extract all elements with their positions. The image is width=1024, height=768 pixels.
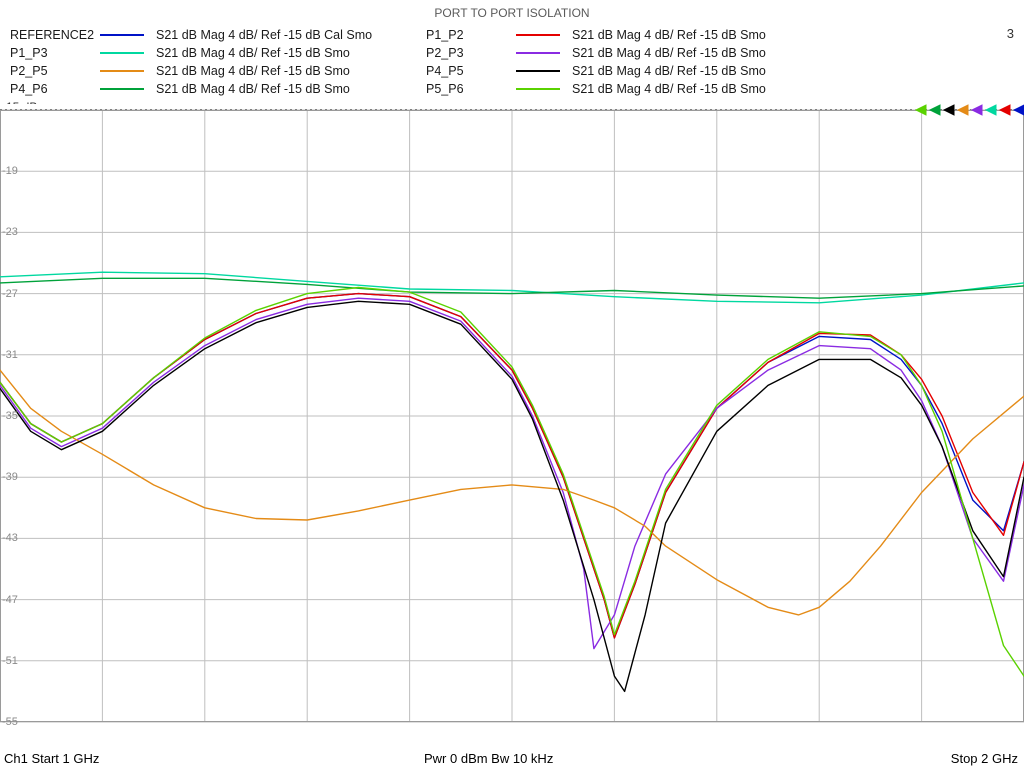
legend-trace-desc: S21 dB Mag 4 dB/ Ref -15 dB Cal Smo — [156, 28, 426, 42]
footer: Ch1 Start 1 GHz Pwr 0 dBm Bw 10 kHz Stop… — [4, 751, 1018, 766]
legend-trace-desc: S21 dB Mag 4 dB/ Ref -15 dB Smo — [572, 82, 842, 96]
legend-row: P2_P5S21 dB Mag 4 dB/ Ref -15 dB SmoP4_P… — [10, 62, 1014, 80]
footer-stop: Stop 2 GHz — [951, 751, 1018, 766]
legend-trace-name: P5_P6 — [426, 82, 516, 96]
legend-swatch — [516, 70, 572, 72]
legend-trace-name: P4_P5 — [426, 64, 516, 78]
legend-trace-name: P2_P5 — [10, 64, 100, 78]
legend-trace-desc: S21 dB Mag 4 dB/ Ref -15 dB Smo — [156, 64, 426, 78]
legend-trace-desc: S21 dB Mag 4 dB/ Ref -15 dB Smo — [156, 46, 426, 60]
trace-count: 3 — [1007, 26, 1014, 41]
legend-row: P4_P6S21 dB Mag 4 dB/ Ref -15 dB SmoP5_P… — [10, 80, 1014, 98]
legend-trace-name: P1_P2 — [426, 28, 516, 42]
vna-screenshot: { "title": "PORT TO PORT ISOLATION", "to… — [0, 0, 1024, 768]
legend-swatch — [100, 70, 156, 72]
legend-swatch — [100, 34, 156, 36]
legend-row: REFERENCE2 S21 dB Mag 4 dB/ Ref -15 dB Ca… — [10, 26, 1014, 44]
legend-swatch — [516, 88, 572, 90]
plot-area — [0, 104, 1024, 744]
legend-swatch — [100, 52, 156, 54]
legend: 3 REFERENCE2 S21 dB Mag 4 dB/ Ref -15 dB … — [10, 26, 1014, 98]
legend-swatch — [516, 52, 572, 54]
legend-swatch — [516, 34, 572, 36]
legend-trace-desc: S21 dB Mag 4 dB/ Ref -15 dB Smo — [572, 64, 842, 78]
legend-trace-desc: S21 dB Mag 4 dB/ Ref -15 dB Smo — [572, 46, 842, 60]
plot-svg — [0, 104, 1024, 744]
legend-trace-name: P4_P6 — [10, 82, 100, 96]
legend-swatch — [100, 88, 156, 90]
legend-trace-name: P2_P3 — [426, 46, 516, 60]
legend-trace-name: REFERENCE2 — [10, 28, 100, 42]
legend-trace-desc: S21 dB Mag 4 dB/ Ref -15 dB Smo — [156, 82, 426, 96]
footer-power-bw: Pwr 0 dBm Bw 10 kHz — [424, 751, 553, 766]
chart-title: PORT TO PORT ISOLATION — [0, 6, 1024, 20]
footer-start: Ch1 Start 1 GHz — [4, 751, 99, 766]
legend-trace-name: P1_P3 — [10, 46, 100, 60]
legend-trace-desc: S21 dB Mag 4 dB/ Ref -15 dB Smo — [572, 28, 842, 42]
legend-row: P1_P3S21 dB Mag 4 dB/ Ref -15 dB SmoP2_P… — [10, 44, 1014, 62]
